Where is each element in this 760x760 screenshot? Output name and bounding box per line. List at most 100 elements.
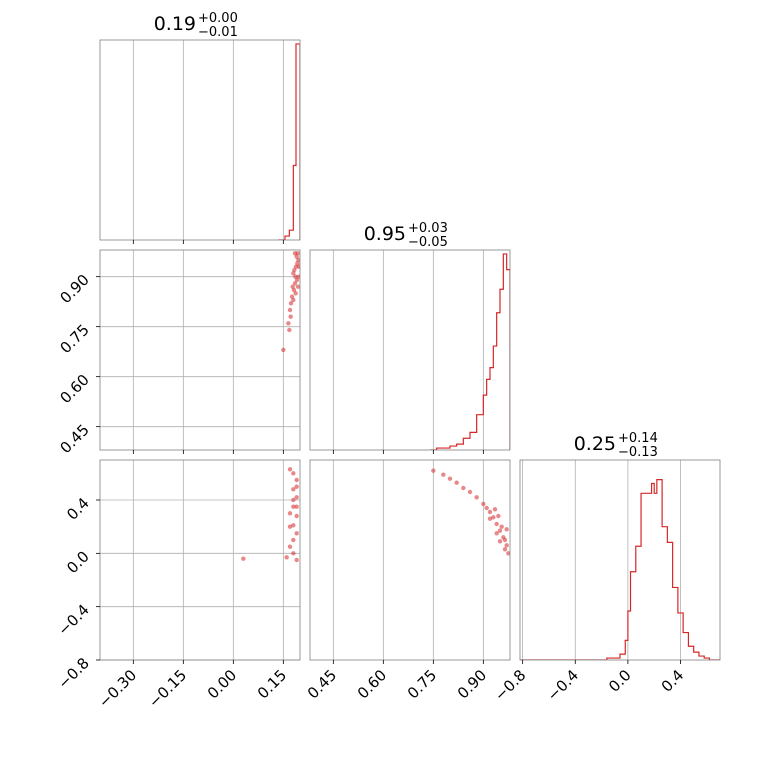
x-tick-label: −0.8	[491, 666, 529, 704]
hist-bin	[673, 587, 678, 660]
scatter-point	[431, 468, 436, 473]
scatter-point	[284, 555, 289, 560]
scatter-point	[504, 543, 509, 548]
scatter-point	[289, 294, 295, 299]
scatter-point	[296, 257, 300, 263]
scatter-point	[290, 284, 295, 289]
panel-frame	[99, 459, 301, 661]
scatter-point	[504, 527, 509, 532]
x-tick-label: 0.00	[204, 666, 240, 702]
scatter-point	[292, 281, 298, 286]
panel-title-minus: −0.01	[198, 25, 238, 40]
panel-title-plus: +0.00	[198, 11, 238, 26]
scatter-point	[487, 516, 493, 521]
hist-bin	[688, 646, 693, 660]
scatter-point	[295, 261, 300, 266]
scatter-point	[497, 528, 503, 533]
panel-frame	[99, 39, 301, 241]
p20-panel: −0.30 −0.15 0.00 0.15 −0.8 −0.4 0.0 0.4	[54, 459, 301, 711]
scatter-point	[288, 301, 294, 306]
hist-bin	[646, 493, 651, 660]
scatter-point	[291, 537, 296, 543]
panel-title-value: 0.19	[154, 13, 196, 35]
scatter-point	[287, 327, 292, 333]
scatter-point	[294, 477, 299, 483]
scatter-point	[474, 495, 479, 500]
scatter-point	[294, 277, 300, 283]
panel-title-plus: +0.14	[618, 431, 658, 446]
scatter-point	[467, 489, 473, 495]
scatter-point	[506, 551, 510, 556]
y-tick-label: 0.90	[56, 271, 92, 307]
panel-title-minus: −0.13	[618, 445, 658, 460]
hist-bin	[457, 444, 464, 450]
p00-panel: 0.19 +0.00−0.01	[99, 11, 301, 244]
x-tick-label: 0.90	[454, 666, 490, 702]
y-tick-label: 0.75	[56, 321, 92, 357]
hist-bin	[470, 432, 477, 450]
x-tick-label: 0.15	[254, 666, 290, 702]
x-tick-label: −0.4	[544, 666, 582, 704]
hist-step-line	[278, 43, 300, 240]
scatter-point	[296, 264, 300, 269]
y-tick-label: −0.4	[54, 601, 92, 639]
hist-bin	[683, 633, 688, 660]
scatter-point	[286, 321, 291, 326]
scatter-point	[294, 484, 299, 489]
scatter-point	[287, 467, 293, 472]
scatter-point	[292, 267, 297, 273]
p21-panel: 0.45 0.60 0.75 0.90	[304, 459, 511, 702]
x-tick-label: 0.60	[354, 666, 390, 702]
x-tick-label: 0.75	[404, 666, 440, 702]
hist-bin	[667, 542, 672, 660]
scatter-point	[241, 556, 246, 561]
hist-bin	[620, 654, 625, 660]
p22-panel: −0.8 −0.4 0.0 0.4 0.25 +0.14−0.13	[491, 431, 721, 705]
scatter-point	[287, 544, 293, 549]
panel-frame	[309, 249, 511, 451]
hist-bin	[463, 438, 470, 450]
p10-panel: 0.45 0.60 0.75 0.90	[56, 249, 301, 457]
scatter-point	[291, 287, 297, 293]
x-tick-label: −0.30	[95, 666, 140, 711]
scatter-point	[502, 547, 508, 552]
scatter-point	[293, 274, 298, 279]
scatter-point	[497, 539, 503, 544]
scatter-point	[291, 551, 296, 556]
x-tick-label: 0.0	[605, 666, 635, 696]
scatter-point	[291, 271, 296, 276]
y-tick-label: 0.4	[63, 494, 93, 524]
hist-bin	[636, 546, 641, 660]
x-tick-label: −0.15	[145, 666, 190, 711]
scatter-point	[294, 504, 299, 509]
hist-bin	[631, 572, 636, 660]
hist-step-line	[520, 479, 720, 660]
x-tick-label: 0.45	[304, 666, 340, 702]
scatter-point	[291, 523, 296, 528]
hist-bin	[654, 493, 657, 660]
y-tick-label: 0.45	[56, 421, 92, 457]
scatter-point	[492, 507, 498, 512]
hist-bin	[662, 527, 667, 660]
scatter-point	[291, 504, 296, 509]
scatter-point	[296, 274, 300, 279]
scatter-point	[496, 513, 501, 519]
scatter-point	[291, 497, 296, 503]
scatter-point	[487, 509, 493, 515]
scatter-point	[494, 531, 499, 536]
scatter-point	[484, 505, 489, 511]
x-tick-label: 0.4	[658, 666, 688, 696]
panel-title-minus: −0.05	[408, 235, 448, 250]
scatter-point	[287, 511, 293, 516]
p11-panel: 0.95 +0.03−0.05	[309, 221, 511, 454]
scatter-point	[454, 480, 459, 485]
scatter-point	[293, 291, 298, 296]
scatter-point	[294, 531, 299, 536]
scatter-point	[287, 524, 293, 529]
scatter-point	[294, 513, 299, 519]
scatter-point	[291, 471, 296, 476]
scatter-point	[447, 476, 453, 481]
panel-frame	[309, 459, 511, 661]
scatter-point	[441, 472, 446, 477]
